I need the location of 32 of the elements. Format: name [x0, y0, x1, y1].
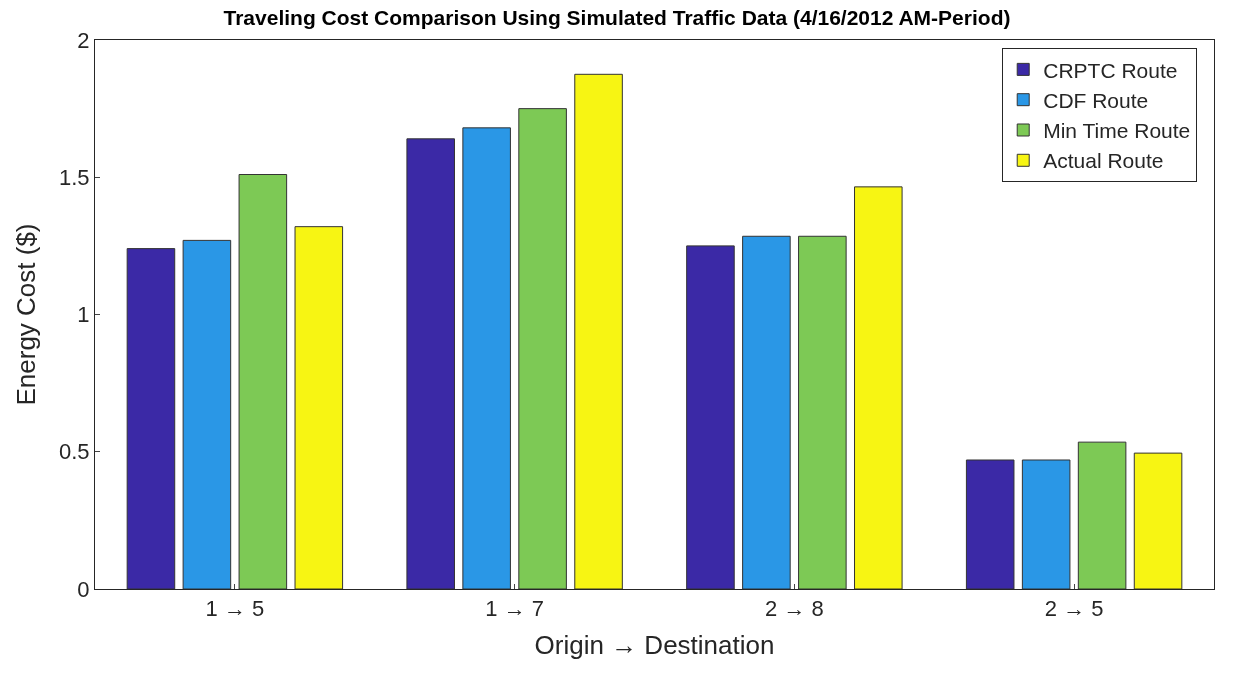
y-axis-title: Energy Cost ($): [11, 223, 42, 406]
x-tick-label: 2 → 8: [765, 596, 824, 622]
y-tick-label: 0.5: [59, 439, 90, 465]
bar: [574, 73, 623, 589]
chart-title: Traveling Cost Comparison Using Simulated Traffic Data (4/16/2012 AM-Period): [223, 5, 1011, 29]
legend-label: CDF Route: [1043, 88, 1149, 112]
x-tick-label: 1 → 5: [205, 596, 265, 622]
legend-label: Min Time Route: [1043, 119, 1191, 143]
bar: [854, 186, 903, 589]
y-tick-label: 2: [77, 27, 90, 53]
bar: [798, 235, 847, 589]
bar: [182, 239, 232, 589]
bar: [518, 108, 567, 589]
bar: [462, 127, 511, 589]
legend-label: Actual Route: [1043, 149, 1164, 173]
bar: [742, 235, 791, 589]
bar: [126, 248, 176, 589]
bar: [238, 174, 288, 589]
x-tick-label: 1 → 7: [485, 596, 544, 622]
x-tick-label: 2 → 5: [1044, 596, 1104, 622]
legend-label: CRPTC Route: [1043, 58, 1178, 82]
x-axis-title: Origin → Destination: [534, 630, 775, 661]
bar: [1021, 459, 1071, 589]
bar: [965, 459, 1015, 589]
bar: [686, 245, 735, 589]
bar: [406, 138, 455, 589]
bar: [294, 226, 344, 589]
bar: [1133, 452, 1183, 589]
y-tick-label: 1.5: [59, 164, 90, 190]
y-tick-label: 1: [77, 302, 90, 328]
y-tick-label: 0: [77, 576, 90, 602]
bar: [1077, 441, 1127, 589]
